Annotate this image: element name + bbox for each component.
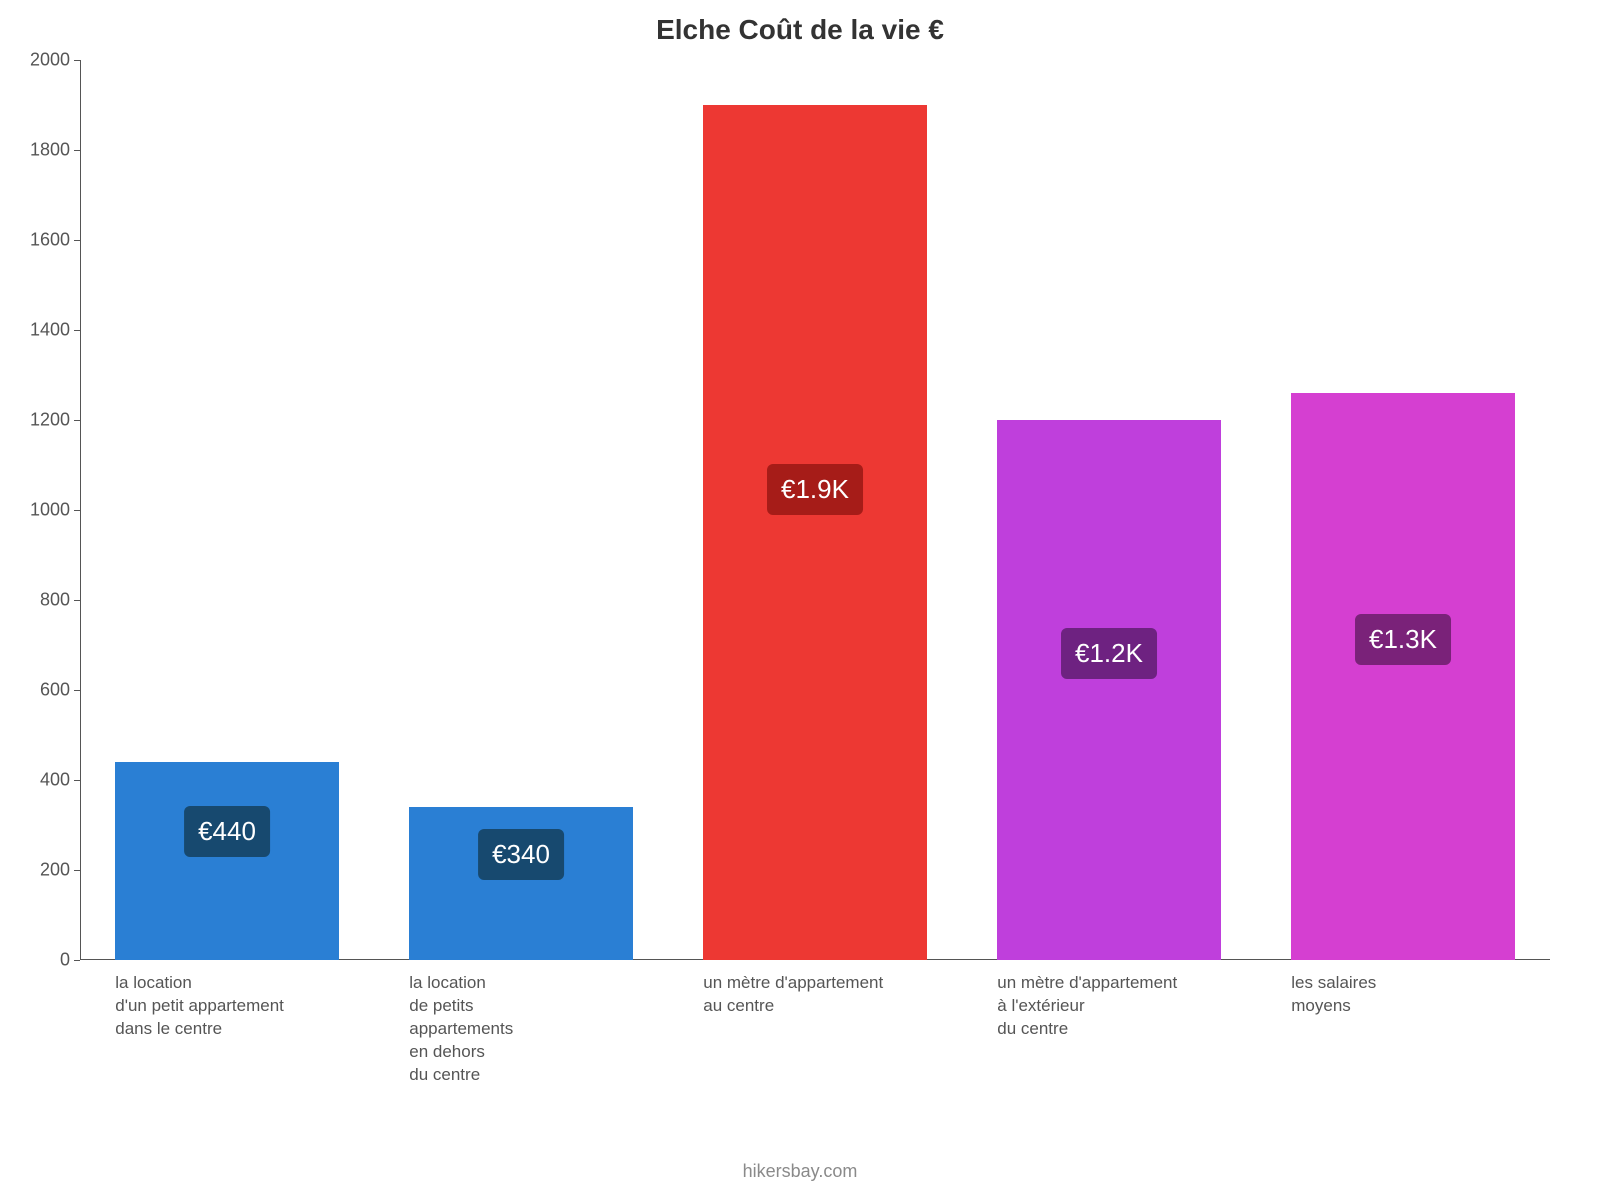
ytick-label: 600 [40,680,80,701]
bar: €340 [409,807,632,960]
ytick-label: 400 [40,770,80,791]
ytick-label: 1800 [30,140,80,161]
attribution-text: hikersbay.com [0,1161,1600,1182]
ytick-label: 1200 [30,410,80,431]
bar: €1.2K [997,420,1220,960]
bar: €440 [115,762,338,960]
ytick-label: 2000 [30,50,80,71]
value-badge: €1.3K [1355,614,1451,665]
y-axis-line [80,60,81,960]
plot-area: 0200400600800100012001400160018002000€44… [80,60,1550,960]
ytick-label: 1400 [30,320,80,341]
chart-title: Elche Coût de la vie € [0,14,1600,46]
bar: €1.9K [703,105,926,960]
xtick-label: un mètre d'appartement au centre [703,960,966,1018]
ytick-label: 200 [40,860,80,881]
ytick-label: 0 [60,950,80,971]
value-badge: €1.9K [767,464,863,515]
value-badge: €340 [478,829,564,880]
bar: €1.3K [1291,393,1514,960]
xtick-label: la location d'un petit appartement dans … [115,960,378,1041]
ytick-label: 800 [40,590,80,611]
cost-of-living-chart: Elche Coût de la vie € 02004006008001000… [0,0,1600,1200]
ytick-label: 1000 [30,500,80,521]
value-badge: €440 [184,806,270,857]
xtick-label: les salaires moyens [1291,960,1554,1018]
ytick-label: 1600 [30,230,80,251]
xtick-label: un mètre d'appartement à l'extérieur du … [997,960,1260,1041]
xtick-label: la location de petits appartements en de… [409,960,672,1087]
value-badge: €1.2K [1061,628,1157,679]
